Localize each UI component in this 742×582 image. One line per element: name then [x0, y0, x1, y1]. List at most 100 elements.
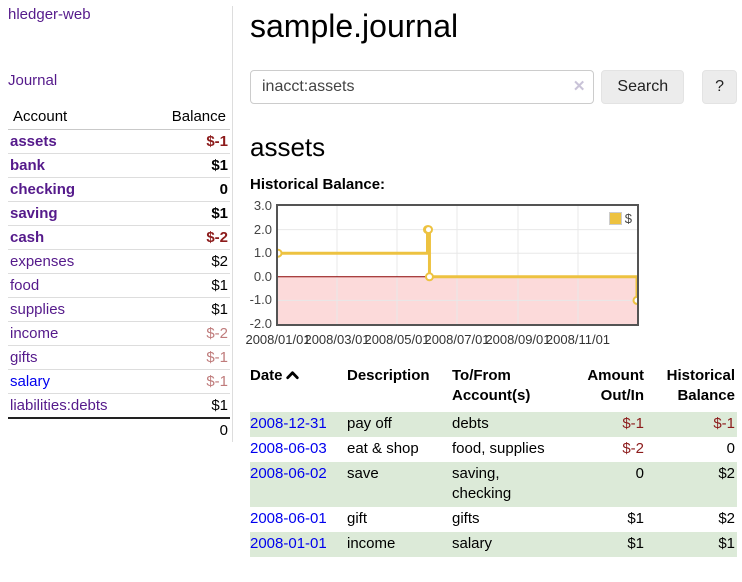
account-row: saving $1 [8, 201, 230, 226]
register-table: Date Description To/From Account(s) Amou… [250, 366, 737, 557]
account-row: expenses $2 [8, 249, 230, 274]
register-header-balance: Historical Balance [666, 367, 735, 404]
account-balance: $-1 [144, 369, 230, 394]
register-description: pay off [347, 415, 392, 432]
account-link-income[interactable]: income [10, 325, 59, 342]
y-tick-label: 1.0 [253, 245, 272, 261]
account-balance: $1 [144, 201, 230, 226]
sidebar-item-journal[interactable]: Journal [8, 72, 58, 89]
accounts-total-row: 0 [8, 417, 230, 442]
y-tick-label: 0.0 [253, 268, 272, 284]
account-balance: 0 [144, 177, 230, 202]
legend-label: $ [624, 211, 632, 226]
account-row: checking 0 [8, 177, 230, 202]
account-balance: $-2 [144, 321, 230, 346]
register-row: 2008-12-31 pay off debts $-1 $-1 [250, 412, 737, 437]
register-amount: $1 [627, 535, 644, 552]
account-link-bank[interactable]: bank [10, 157, 46, 174]
register-row: 2008-01-01 income salary $1 $1 [250, 532, 737, 557]
legend-swatch [608, 212, 622, 225]
register-accounts: food, supplies [452, 440, 545, 457]
account-row: income $-2 [8, 321, 230, 346]
register-description: eat & shop [347, 440, 419, 457]
account-balance: $2 [144, 249, 230, 274]
register-header-accounts: To/From Account(s) [452, 367, 531, 404]
register-accounts: debts [452, 415, 489, 432]
register-balance: $-1 [713, 415, 735, 432]
account-link-saving[interactable]: saving [10, 205, 58, 222]
register-header-date-label: Date [250, 367, 283, 384]
register-description: income [347, 535, 396, 552]
x-tick-label: 2008/03/01 [304, 332, 370, 347]
account-row: supplies $1 [8, 297, 230, 322]
search-button[interactable]: Search [601, 70, 685, 104]
register-amount: $-2 [622, 440, 644, 457]
account-heading: assets [250, 132, 326, 162]
search-input-wrapper: ✕ [250, 70, 595, 104]
register-balance: 0 [726, 440, 735, 457]
x-tick-label: 2008/07/01 [424, 332, 490, 347]
register-description: gift [347, 510, 368, 527]
accounts-total: 0 [144, 417, 230, 442]
x-tick-label: 2008/11/01 [545, 332, 611, 347]
register-balance: $1 [718, 535, 735, 552]
account-link-expenses[interactable]: expenses [10, 253, 75, 270]
page-title: sample.journal [250, 8, 459, 44]
account-link-liabilities-debts[interactable]: liabilities:debts [10, 397, 108, 414]
y-tick-label: 3.0 [253, 198, 272, 213]
clear-search-icon[interactable]: ✕ [572, 78, 586, 95]
register-date-link[interactable]: 2008-12-31 [250, 415, 327, 432]
search-input[interactable] [250, 70, 595, 104]
accounts-header-balance: Balance [144, 105, 230, 130]
account-link-supplies[interactable]: supplies [10, 301, 66, 318]
account-balance: $1 [144, 393, 230, 418]
help-button[interactable]: ? [702, 70, 737, 104]
account-row: assets $-1 [8, 130, 230, 154]
register-date-link[interactable]: 2008-06-01 [250, 510, 327, 527]
account-balance: $1 [144, 273, 230, 298]
register-date-link[interactable]: 2008-06-02 [250, 465, 327, 482]
account-balance: $1 [144, 297, 230, 322]
x-tick-label: 2008/09/01 [485, 332, 551, 347]
accounts-table: Account Balance assets $-1 bank $1 check… [8, 105, 230, 442]
register-accounts: salary [452, 535, 493, 552]
register-header-date[interactable]: Date [250, 366, 347, 412]
register-amount: 0 [635, 465, 644, 482]
account-row: bank $1 [8, 153, 230, 178]
register-date-link[interactable]: 2008-06-03 [250, 440, 327, 457]
sort-ascending-icon [285, 371, 299, 380]
account-link-gifts[interactable]: gifts [10, 349, 38, 366]
register-amount: $-1 [622, 415, 644, 432]
account-link-assets[interactable]: assets [10, 133, 57, 150]
account-link-checking[interactable]: checking [10, 181, 76, 198]
chart-canvas [278, 206, 637, 324]
account-row: liabilities:debts $1 [8, 393, 230, 418]
sidebar: hledger-web Journal Account Balance asse… [8, 6, 233, 442]
chart-title: Historical Balance: [250, 176, 386, 193]
x-tick-label: 2008/05/01 [364, 332, 430, 347]
y-tick-label: 2.0 [253, 221, 272, 237]
account-row: gifts $-1 [8, 345, 230, 370]
chart-legend: $ [606, 210, 634, 227]
account-link-cash[interactable]: cash [10, 229, 45, 246]
app-title-link[interactable]: hledger-web [8, 6, 91, 23]
register-accounts: gifts [452, 510, 480, 527]
account-row: salary $-1 [8, 369, 230, 394]
account-balance: $-1 [206, 133, 228, 150]
account-balance: $-1 [144, 345, 230, 370]
register-balance: $2 [718, 510, 735, 527]
register-date-link[interactable]: 2008-01-01 [250, 535, 327, 552]
account-link-salary[interactable]: salary [10, 373, 51, 390]
search-form: ✕ Search ? [250, 70, 737, 104]
historical-balance-chart: $ 3.0 2.0 1.0 0.0 -1.0 -2.0 2008/01/01 2008/03… [245, 199, 737, 350]
account-balance: $1 [144, 153, 230, 178]
account-row: food $1 [8, 273, 230, 298]
register-description: save [347, 465, 379, 482]
register-row: 2008-06-01 gift gifts $1 $2 [250, 507, 737, 532]
register-header-description: Description [347, 367, 430, 384]
chart-plot-area: $ [276, 204, 639, 326]
register-amount: $1 [627, 510, 644, 527]
account-link-food[interactable]: food [10, 277, 40, 294]
register-header-amount: Amount Out/In [587, 367, 644, 404]
